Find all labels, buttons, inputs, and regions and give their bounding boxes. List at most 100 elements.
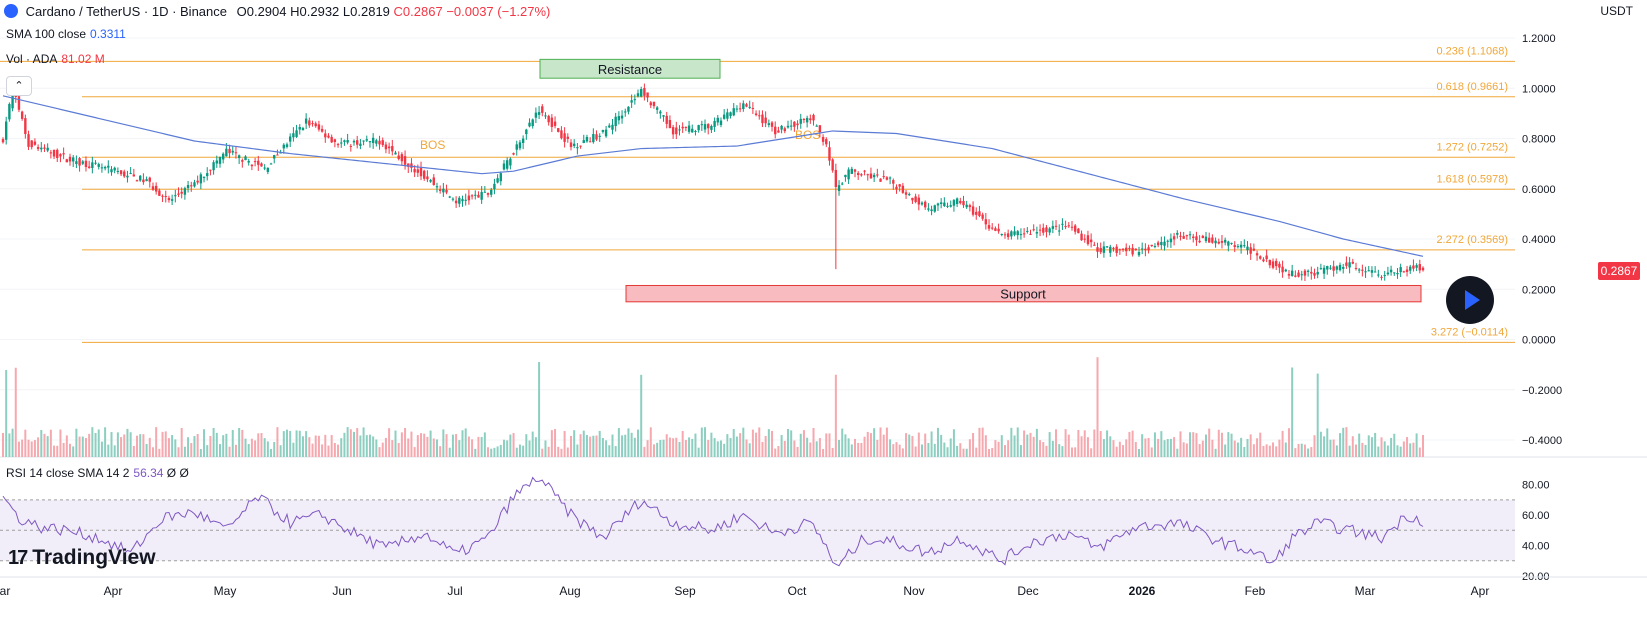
volume-bar <box>914 446 917 457</box>
candle-body <box>767 123 771 125</box>
sma-legend[interactable]: SMA 100 close 0.3311 <box>6 27 126 41</box>
tradingview-logo-icon[interactable]: 17 TradingView <box>8 546 156 569</box>
volume-bar <box>5 369 8 457</box>
candle-body <box>1153 246 1157 248</box>
volume-bar <box>1335 445 1338 457</box>
chevron-up-icon[interactable]: ⌃ <box>6 76 32 96</box>
volume-bar <box>704 427 707 457</box>
candle-body <box>87 166 91 168</box>
candle-body <box>997 228 1000 232</box>
volume-bar <box>1361 442 1364 457</box>
volume-legend[interactable]: Vol · ADA 81.02 M <box>6 52 105 66</box>
candle-body <box>464 199 467 201</box>
volume-bar <box>1115 446 1118 457</box>
volume-bar <box>231 429 234 457</box>
candle-body <box>1306 270 1310 272</box>
candle-body <box>1118 249 1122 251</box>
fib-level-label: 1.272 (0.7252) <box>1436 141 1508 153</box>
candle-body <box>145 179 148 181</box>
candle-body <box>174 195 177 197</box>
volume-bar <box>506 440 509 457</box>
candle-body <box>1393 272 1396 274</box>
candle-body <box>665 115 668 124</box>
volume-bar <box>1287 428 1290 457</box>
ada-coin-icon <box>4 4 18 18</box>
candle-body <box>1 139 5 143</box>
candle-body <box>20 111 24 119</box>
volume-bar <box>461 430 464 457</box>
volume-bar <box>1249 434 1252 457</box>
candle-body <box>1109 246 1112 253</box>
volume-bar <box>1131 430 1134 457</box>
volume-bar <box>892 444 895 457</box>
symbol-title[interactable]: Cardano / TetherUS · 1D · Binance <box>25 4 227 19</box>
volume-bar <box>474 448 477 457</box>
candle-body <box>1383 275 1386 277</box>
play-icon[interactable] <box>1446 276 1494 324</box>
volume-bar <box>672 438 675 457</box>
volume-bar <box>796 446 799 457</box>
candle-body <box>1195 236 1198 241</box>
candle-body <box>1000 234 1003 236</box>
time-tick-label: Sep <box>674 584 696 598</box>
fib-level-label: 3.272 (−0.0114) <box>1431 326 1508 338</box>
volume-bar <box>46 436 49 457</box>
candle-body <box>882 176 885 178</box>
volume-bar <box>652 444 655 457</box>
volume-bar <box>927 442 930 457</box>
volume-bar <box>930 431 933 457</box>
candle-body <box>598 135 601 137</box>
candle-body <box>269 163 273 165</box>
candle-body <box>416 169 420 173</box>
volume-bar <box>563 430 566 457</box>
volume-bar <box>850 444 853 457</box>
candle-body <box>1185 235 1189 237</box>
candle-body <box>1310 271 1313 274</box>
volume-bar <box>1358 433 1361 457</box>
volume-bar <box>1399 446 1402 457</box>
volume-bar <box>1173 437 1176 457</box>
volume-bar <box>429 430 432 457</box>
volume-bar <box>333 442 336 457</box>
candle-body <box>1345 262 1348 266</box>
candle-body <box>186 184 190 189</box>
candle-body <box>295 130 298 137</box>
currency-label[interactable]: USDT <box>1600 4 1633 18</box>
candle-body <box>1134 248 1138 251</box>
rsi-legend[interactable]: RSI 14 close SMA 14 2 56.34 Ø Ø <box>6 466 189 480</box>
candle-body <box>1361 269 1364 271</box>
volume-bar <box>388 428 391 457</box>
candle-body <box>17 96 21 110</box>
volume-bar <box>2 432 4 457</box>
volume-bar <box>1058 444 1061 457</box>
volume-bar <box>547 446 550 457</box>
candle-body <box>959 200 962 204</box>
volume-bar <box>282 431 285 457</box>
volume-bar <box>91 427 94 457</box>
candle-body <box>234 152 238 154</box>
volume-bar <box>684 440 687 457</box>
volume-bar <box>139 434 142 457</box>
candle-body <box>1409 266 1412 271</box>
candle-body <box>46 147 49 151</box>
candle-body <box>413 169 416 173</box>
candle-body <box>1112 247 1115 249</box>
volume-bar <box>573 430 576 457</box>
candle-body <box>72 157 75 162</box>
candle-body <box>1211 237 1214 243</box>
volume-bar <box>120 437 123 457</box>
volume-bar <box>863 436 866 457</box>
candle-body <box>860 174 863 176</box>
volume-bar <box>305 431 308 457</box>
resistance-zone <box>539 58 721 79</box>
volume-bar <box>905 433 908 457</box>
candle-body <box>515 144 518 150</box>
candle-body <box>636 93 640 97</box>
candle-body <box>652 101 656 107</box>
volume-bar <box>298 430 301 457</box>
time-tick-label: Nov <box>903 584 924 598</box>
candle-body <box>250 164 254 167</box>
volume-bar <box>1029 432 1032 457</box>
candle-body <box>710 125 713 130</box>
